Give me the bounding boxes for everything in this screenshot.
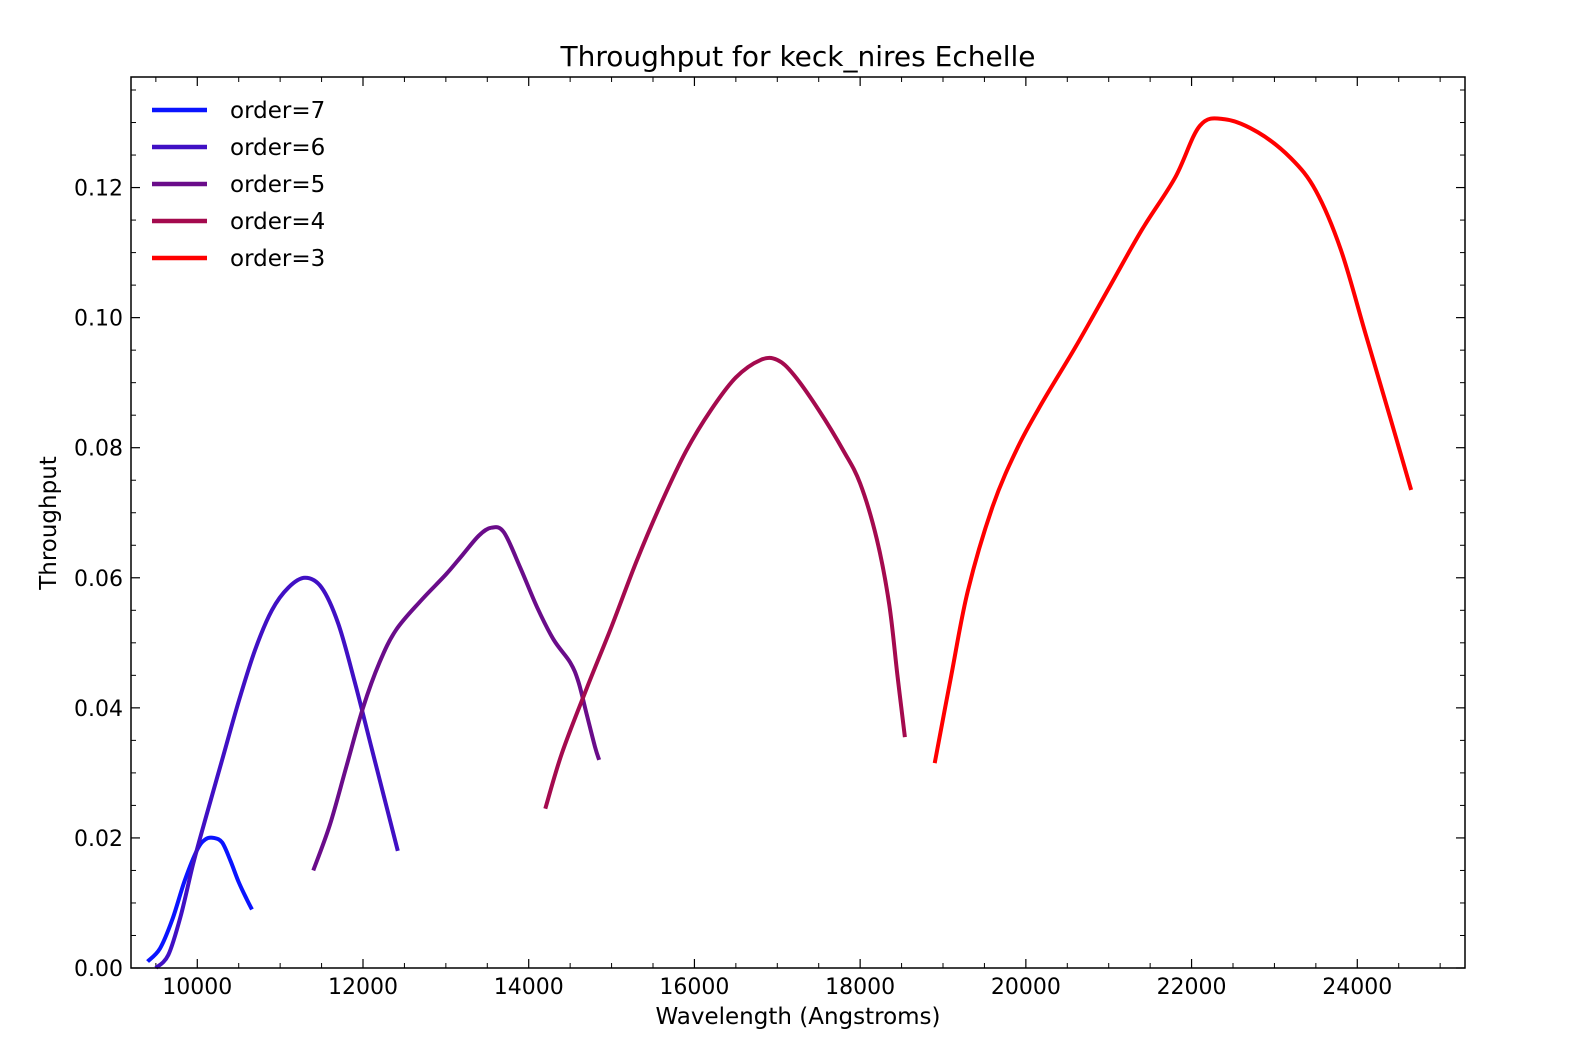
x-tick-label: 22000	[1157, 975, 1227, 1000]
legend-label-order-4: order=4	[230, 209, 325, 235]
x-tick-label: 24000	[1322, 975, 1392, 1000]
chart-title: Throughput for keck_nires Echelle	[560, 40, 1036, 73]
series-line-order-5	[311, 525, 602, 872]
y-tick-label: 0.00	[74, 957, 123, 982]
x-axis-label: Wavelength (Angstroms)	[655, 1004, 940, 1030]
legend-label-order-5: order=5	[230, 172, 325, 198]
legend-label-order-7: order=7	[230, 98, 325, 124]
series-line-order-7	[146, 835, 254, 963]
series-line-order-4	[543, 355, 907, 810]
legend-label-order-3: order=3	[230, 246, 325, 272]
y-axis-label: Throughput	[36, 456, 62, 591]
y-tick-label: 0.06	[74, 567, 123, 592]
x-tick-label: 18000	[825, 975, 895, 1000]
plot-frame	[130, 76, 1466, 969]
x-tick-label: 20000	[991, 975, 1061, 1000]
ticks-layer: 10000 12000 14000 16000 18000 20000 22000 24000…	[74, 77, 1465, 1000]
series-layer	[146, 116, 1414, 970]
y-tick-label: 0.12	[74, 177, 123, 202]
series-line-order-3	[932, 116, 1414, 764]
y-tick-label: 0.02	[74, 827, 123, 852]
series-line-order-6	[154, 575, 400, 970]
x-tick-label: 12000	[328, 975, 398, 1000]
legend-label-order-6: order=6	[230, 135, 325, 161]
x-tick-label: 14000	[494, 975, 564, 1000]
y-tick-label: 0.10	[74, 307, 123, 332]
legend: order=7 order=6 order=5 order=4 order=3	[152, 98, 325, 272]
y-tick-label: 0.04	[74, 697, 123, 722]
x-tick-label: 10000	[162, 975, 232, 1000]
x-tick-label: 16000	[659, 975, 729, 1000]
y-tick-label: 0.08	[74, 437, 123, 462]
